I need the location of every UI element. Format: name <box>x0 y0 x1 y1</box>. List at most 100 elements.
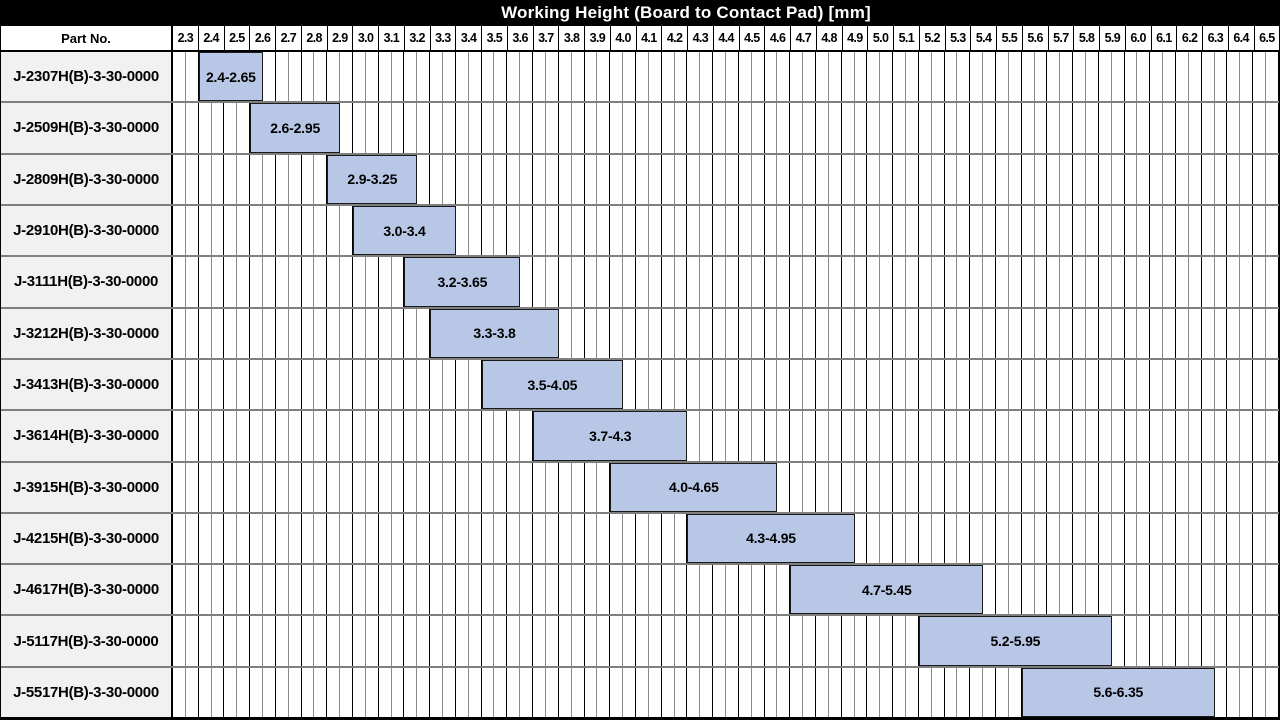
axis-tick-label: 3.1 <box>379 26 405 50</box>
grid-cell <box>1112 616 1125 666</box>
row-track: 2.4-2.65 <box>173 52 1279 102</box>
grid-cell <box>1112 462 1125 512</box>
grid-cell <box>263 359 276 410</box>
grid-cell <box>430 513 444 564</box>
grid-cell <box>597 513 611 564</box>
grid-cell <box>1112 154 1125 204</box>
grid-cell <box>970 667 984 718</box>
grid-cell <box>765 52 778 102</box>
grid-cell <box>1189 154 1202 204</box>
grid-cell <box>996 513 1009 564</box>
grid-cell <box>1189 52 1202 102</box>
grid-cell <box>867 513 881 564</box>
grid-cell <box>983 565 996 615</box>
grid-cell <box>1227 667 1241 718</box>
grid-cell <box>327 667 341 718</box>
grid-cell <box>585 154 598 204</box>
grid-cell <box>713 359 726 410</box>
grid-cell <box>893 205 906 256</box>
axis-tick-label: 6.2 <box>1177 26 1203 50</box>
grid-cell <box>945 411 958 461</box>
grid-cell <box>1253 308 1267 358</box>
grid-cell <box>1253 359 1267 410</box>
grid-cell <box>585 308 598 358</box>
grid-cell <box>314 462 328 512</box>
grid-cell <box>1176 411 1189 461</box>
grid-cell <box>1266 565 1279 615</box>
grid-cell <box>520 667 534 718</box>
grid-cell <box>327 513 341 564</box>
grid-cell <box>1086 103 1099 153</box>
grid-cell <box>366 462 379 512</box>
grid-cell <box>867 154 881 204</box>
grid-cell <box>1086 205 1099 256</box>
grid-cell <box>572 154 585 204</box>
range-label: 3.2-3.65 <box>437 273 488 290</box>
grid-cell <box>456 411 469 461</box>
grid-cell <box>649 667 662 718</box>
grid-cell <box>1227 462 1241 512</box>
grid-cell <box>726 103 739 153</box>
grid-cell <box>867 359 881 410</box>
grid-cell <box>687 52 701 102</box>
grid-cell <box>649 205 662 256</box>
grid-cell <box>1060 462 1074 512</box>
axis-tick-label: 5.9 <box>1100 26 1126 50</box>
grid-cell <box>1073 411 1087 461</box>
grid-cell <box>1125 154 1138 204</box>
grid-cell <box>880 154 894 204</box>
grid-cell <box>340 308 354 358</box>
grid-cell <box>1022 103 1035 153</box>
grid-cell <box>1215 411 1228 461</box>
grid-cell <box>739 565 752 615</box>
grid-cell <box>649 565 662 615</box>
grid-cell <box>1086 257 1099 307</box>
grid-cell <box>585 667 598 718</box>
range-label: 4.7-5.45 <box>861 581 912 598</box>
grid-cell <box>1125 359 1138 410</box>
grid-cell <box>1253 513 1267 564</box>
grid-cell <box>1125 52 1138 102</box>
grid-cell <box>945 154 958 204</box>
grid-cell <box>379 257 392 307</box>
grid-cell <box>713 154 726 204</box>
grid-cell <box>713 308 726 358</box>
grid-cell <box>494 616 508 666</box>
grid-cell <box>957 154 971 204</box>
grid-cell <box>700 565 714 615</box>
grid-cell <box>392 308 405 358</box>
grid-cell <box>1253 462 1267 512</box>
grid-cell <box>765 205 778 256</box>
grid-cell <box>752 411 765 461</box>
grid-cell <box>1266 616 1279 666</box>
grid-cell <box>250 513 264 564</box>
grid-cell <box>327 52 341 102</box>
grid-cell <box>842 359 855 410</box>
chart-row: J-4617H(B)-3-30-0000 4.7-5.45 <box>1 565 1279 617</box>
grid-cell <box>765 616 778 666</box>
grid-cell <box>520 616 534 666</box>
grid-cell <box>212 154 225 204</box>
grid-cell <box>379 359 392 410</box>
grid-cell <box>314 205 328 256</box>
grid-cell <box>675 103 688 153</box>
grid-cell <box>572 616 585 666</box>
row-track: 3.5-4.05 <box>173 359 1279 410</box>
grid-cell <box>1047 513 1061 564</box>
grid-cell <box>392 667 405 718</box>
grid-cell <box>983 359 996 410</box>
grid-cell <box>636 103 649 153</box>
grid-cell <box>893 103 906 153</box>
grid-cell <box>713 411 726 461</box>
grid-cell <box>1035 565 1048 615</box>
grid-cell <box>803 103 816 153</box>
grid-cell <box>1266 103 1279 153</box>
grid-cell <box>250 667 264 718</box>
grid-cell <box>996 667 1009 718</box>
grid-cell <box>366 52 379 102</box>
grid-cell <box>237 205 251 256</box>
grid-cell <box>1266 154 1279 204</box>
grid-cell <box>173 616 186 666</box>
grid-cell <box>443 616 456 666</box>
grid-cell <box>675 52 688 102</box>
